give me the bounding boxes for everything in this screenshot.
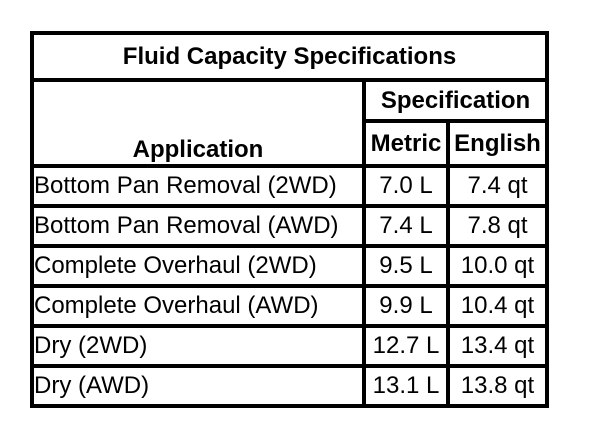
application-column-header: Application [30, 78, 366, 168]
english-value-cell: 7.8 qt [445, 204, 550, 248]
metric-value-cell: 7.4 L [362, 204, 450, 248]
application-cell: Bottom Pan Removal (AWD) [30, 204, 366, 248]
metric-value-cell: 7.0 L [362, 164, 450, 208]
specification-column-header: Specification [361, 78, 550, 123]
application-cell: Complete Overhaul (2WD) [30, 244, 366, 288]
unit-subheader-row: Metric English [32, 119, 550, 168]
metric-value-cell: 9.9 L [362, 284, 450, 328]
table-row: Bottom Pan Removal (AWD) 7.4 L 7.8 qt [30, 204, 550, 248]
application-cell: Bottom Pan Removal (2WD) [30, 164, 366, 208]
fluid-capacity-table: Fluid Capacity Specifications Applicatio… [29, 31, 550, 408]
table-row: Dry (AWD) 13.1 L 13.8 qt [30, 364, 550, 408]
metric-value-cell: 13.1 L [362, 364, 450, 408]
table-row: Complete Overhaul (AWD) 9.9 L 10.4 qt [30, 284, 550, 328]
table-title: Fluid Capacity Specifications [29, 31, 550, 82]
english-value-cell: 13.8 qt [445, 364, 550, 408]
table-row: Bottom Pan Removal (2WD) 7.0 L 7.4 qt [30, 164, 550, 208]
table-row: Complete Overhaul (2WD) 9.5 L 10.0 qt [30, 244, 550, 288]
application-cell: Dry (AWD) [30, 364, 366, 408]
english-value-cell: 7.4 qt [445, 164, 550, 208]
application-cell: Complete Overhaul (AWD) [30, 284, 366, 328]
title-row: Fluid Capacity Specifications [29, 31, 550, 82]
english-value-cell: 10.4 qt [445, 284, 550, 328]
specification-header-row: Application Specification [30, 78, 550, 168]
table-row: Dry (2WD) 12.7 L 13.4 qt [30, 324, 550, 368]
english-value-cell: 10.0 qt [445, 244, 550, 288]
application-cell: Dry (2WD) [30, 324, 366, 368]
english-column-header: English [445, 119, 550, 168]
metric-column-header: Metric [362, 119, 450, 168]
english-value-cell: 13.4 qt [445, 324, 550, 368]
metric-value-cell: 12.7 L [362, 324, 450, 368]
metric-value-cell: 9.5 L [362, 244, 450, 288]
